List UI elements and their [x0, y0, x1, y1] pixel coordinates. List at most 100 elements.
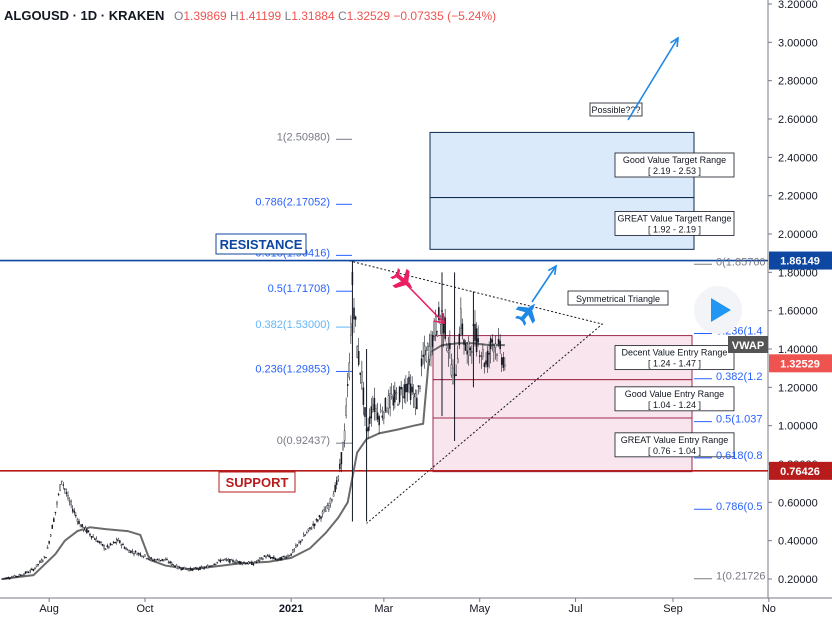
breakout-arrow-head [547, 264, 558, 276]
candle-body [425, 350, 428, 362]
zone-label: Good Value Target Range [623, 155, 726, 165]
candle-body [34, 567, 36, 570]
candle-body [384, 398, 387, 412]
price-tick-label: 1.60000 [778, 306, 818, 318]
candle-body [191, 568, 193, 571]
price-tick-label: 2.60000 [778, 114, 818, 126]
candle-body [387, 395, 390, 409]
candle-body [254, 561, 256, 564]
zone-range: [ 1.24 - 1.47 ] [648, 359, 701, 369]
candle-body [295, 545, 297, 548]
candle-body [307, 528, 310, 531]
candle-body [252, 563, 255, 566]
candle-body [335, 479, 338, 486]
candle-body [192, 568, 195, 570]
candle-body [494, 343, 497, 348]
fib-right-label: 0.5(1.037 [716, 414, 762, 426]
candle-body [438, 307, 440, 320]
price-marker-bg [769, 354, 832, 373]
candle-body [348, 362, 351, 378]
candle-body [9, 577, 11, 580]
candle-body [200, 566, 203, 568]
candle-body [175, 564, 178, 569]
candle-body [339, 463, 341, 470]
candle-body [161, 558, 164, 561]
candle-body [150, 557, 153, 559]
price-tick-label: 1.20000 [778, 382, 818, 394]
candle-body [29, 569, 32, 572]
candle-body [447, 350, 450, 353]
candle-body [486, 350, 489, 367]
candle-body [188, 568, 190, 571]
candle-body [5, 577, 8, 580]
candle-body [159, 559, 162, 562]
candle-body [216, 561, 219, 564]
candle-body [395, 392, 398, 395]
candle-body [21, 574, 24, 577]
candle-body [427, 343, 429, 347]
candle-body [340, 452, 343, 465]
candle-body [499, 340, 501, 350]
target-arrow [627, 37, 679, 121]
price-tick-label: 2.40000 [778, 152, 818, 164]
candle-body [51, 524, 54, 529]
candle-body [434, 316, 437, 336]
zone-label-box [614, 386, 735, 412]
candle-body [359, 372, 362, 375]
candle-body [444, 317, 446, 339]
candle-body [370, 406, 373, 419]
candle-body [436, 331, 439, 337]
candle-body [139, 553, 142, 556]
zone-label: GREAT Value Targett Range [618, 213, 732, 223]
time-tick-label: May [469, 603, 490, 615]
candle-body [241, 562, 244, 564]
candle-body [163, 559, 165, 561]
candle-body [268, 555, 270, 558]
candle-body [397, 404, 399, 406]
candle-body [120, 544, 123, 547]
candle-body [375, 408, 377, 412]
candle-body [485, 360, 487, 365]
candle-body [445, 344, 448, 349]
candle-body [320, 516, 322, 519]
candle-body [101, 543, 104, 547]
candle-body [271, 556, 274, 559]
price-marker-label: 1.86149 [780, 256, 820, 268]
candle-body [71, 508, 74, 512]
candle-body [458, 333, 461, 346]
candle-body [170, 562, 173, 565]
candle-body [125, 548, 127, 550]
candle-body [383, 412, 385, 419]
candle-body [90, 536, 93, 538]
candle-body [10, 577, 13, 579]
candle-body [196, 567, 198, 570]
chart-header: ALGOUSD · 1D · KRAKEN O1.39869 H1.41199 … [4, 8, 496, 23]
candle-body [334, 485, 336, 492]
candle-body [502, 356, 505, 368]
candle-body [108, 545, 110, 548]
candle-body [299, 540, 302, 543]
candle-body [431, 334, 434, 347]
candle-body [76, 519, 79, 522]
candle-body [232, 560, 234, 563]
candle-body [202, 567, 204, 569]
candle-body [390, 394, 393, 397]
candle-body [7, 577, 10, 579]
close-label: C [337, 9, 347, 23]
candle-body [337, 476, 340, 480]
candle-body [331, 499, 333, 501]
candle-body [361, 370, 363, 383]
support-label: SUPPORT [226, 475, 289, 490]
time-tick-label: Aug [39, 603, 59, 615]
candle-body [449, 343, 451, 350]
candle-body [296, 544, 299, 546]
candle-body [153, 559, 156, 561]
candle-body [456, 358, 459, 364]
possible-label: Possible??? [591, 105, 640, 115]
candle-body [16, 575, 19, 578]
time-tick-label: Mar [374, 603, 393, 615]
fib-right-label: 0(1.85760 [716, 256, 766, 268]
candle-body [18, 574, 21, 577]
candle-body [156, 558, 159, 560]
